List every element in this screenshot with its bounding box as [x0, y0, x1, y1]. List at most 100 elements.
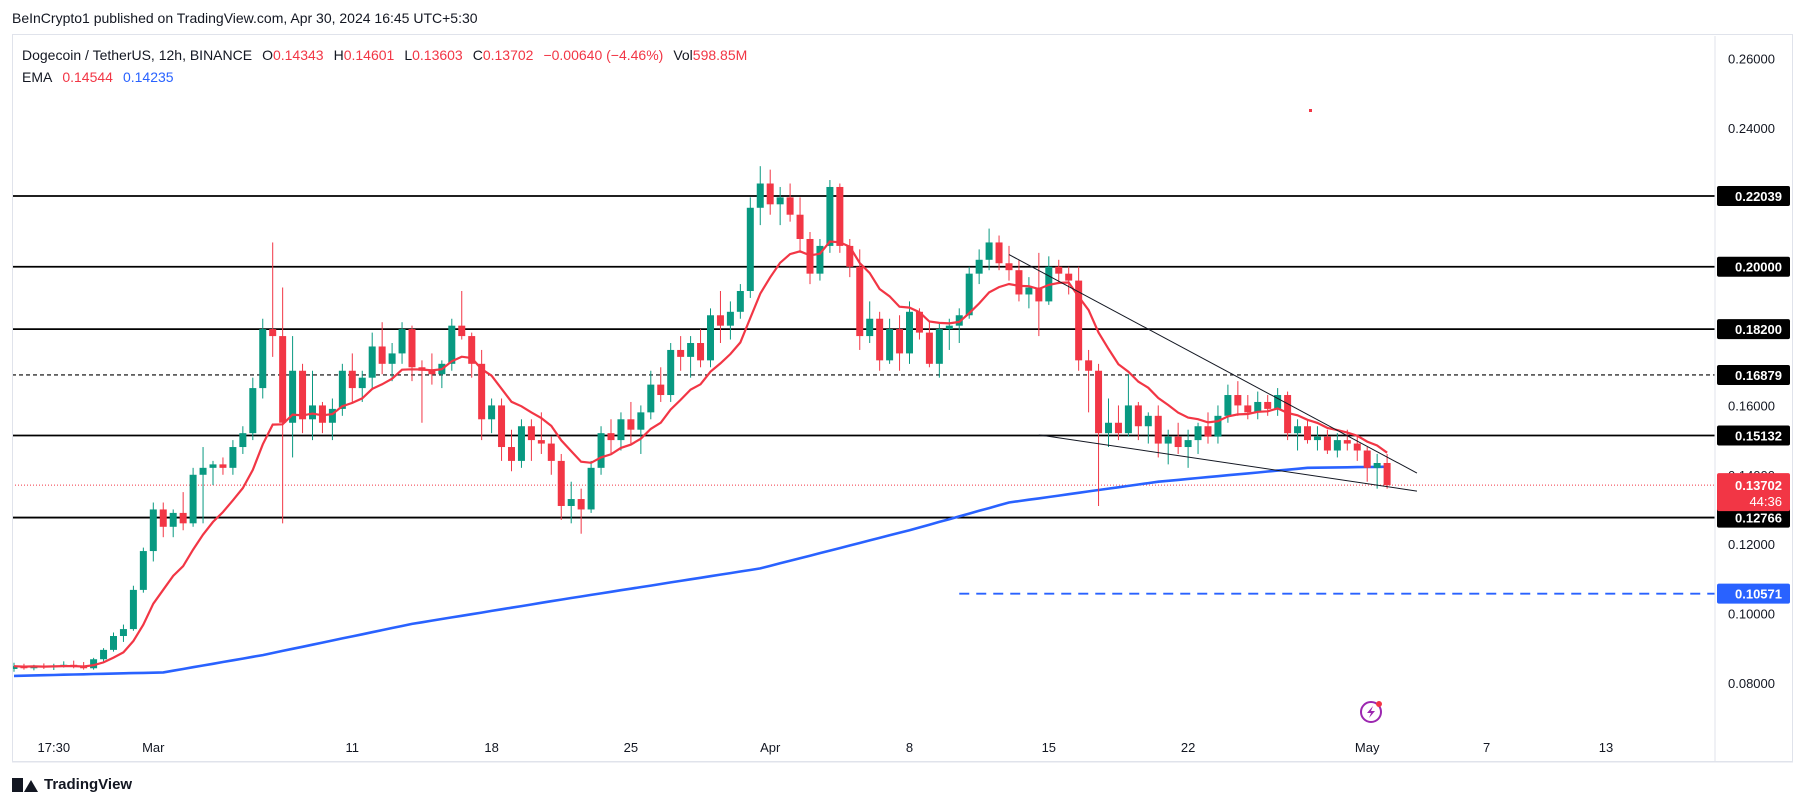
- level-tag-5-bg: [1717, 507, 1790, 528]
- candle: [239, 426, 247, 454]
- candle: [786, 183, 794, 222]
- candle-body: [697, 343, 705, 361]
- candle-body: [1065, 273, 1073, 281]
- event-badge-dot: [1376, 701, 1382, 707]
- candle-body: [995, 242, 1003, 264]
- ema-label[interactable]: EMA: [22, 69, 53, 85]
- level-tag-1-text: 0.20000: [1735, 260, 1782, 275]
- candle-body: [1095, 370, 1103, 434]
- candle: [119, 624, 127, 642]
- candle-body: [378, 346, 386, 364]
- candle-body: [846, 245, 854, 267]
- level-tag-5-text: 0.12766: [1735, 511, 1782, 526]
- candle: [547, 436, 555, 475]
- candle-body: [965, 273, 973, 316]
- candle: [1323, 429, 1331, 454]
- candle: [896, 315, 904, 371]
- candle: [557, 453, 565, 520]
- x-tick-label: 25: [624, 740, 638, 755]
- candle-body: [766, 183, 774, 205]
- open-value: 0.14343: [272, 47, 324, 63]
- candle-body: [348, 370, 356, 389]
- candle: [1184, 429, 1192, 468]
- candle: [388, 343, 396, 382]
- candle: [1005, 245, 1013, 281]
- candle-body: [587, 467, 595, 510]
- candle: [1333, 433, 1341, 458]
- candle-body: [129, 589, 137, 630]
- y-tick-label: 0.12000: [1728, 537, 1775, 552]
- candle: [110, 632, 117, 652]
- candle-body: [1343, 440, 1351, 444]
- high-value: 0.14601: [343, 47, 395, 63]
- candle-body: [179, 512, 187, 524]
- candle: [746, 197, 754, 298]
- ema-slow-value: 0.14235: [122, 69, 174, 85]
- candle: [965, 266, 973, 319]
- x-tick-label: 17:30: [38, 740, 71, 755]
- candle-body: [637, 412, 645, 430]
- candle: [607, 419, 615, 454]
- candle-body: [1144, 415, 1152, 427]
- candle: [328, 398, 336, 441]
- candle-body: [1353, 443, 1361, 451]
- event-badge-ring: [1360, 701, 1382, 723]
- candle-body: [607, 433, 615, 441]
- candle-body: [90, 659, 98, 669]
- candle-body: [1373, 462, 1381, 468]
- candle-body: [796, 214, 804, 239]
- candle: [985, 228, 993, 271]
- tradingview-logo[interactable]: TradingView: [12, 776, 132, 793]
- candle-body: [338, 370, 346, 409]
- tradingview-brand: TradingView: [44, 776, 133, 793]
- candle-body: [219, 464, 227, 468]
- candle: [1254, 391, 1262, 420]
- candle: [1124, 374, 1132, 437]
- candle-body: [876, 318, 884, 361]
- candle-body: [1323, 436, 1331, 451]
- candle-body: [886, 329, 894, 361]
- candle-body: [707, 315, 714, 361]
- level-tag-2: 0.18200: [1717, 319, 1790, 340]
- candle: [667, 343, 675, 402]
- level-tag-1: 0.20000: [1717, 256, 1790, 277]
- candle-body: [1055, 266, 1063, 274]
- symbol-label[interactable]: Dogecoin / TetherUS, 12h, BINANCE: [22, 47, 253, 63]
- candle-body: [517, 426, 525, 461]
- candle-body: [1274, 395, 1282, 409]
- candle: [1274, 388, 1282, 416]
- ema-fast-line: [13, 240, 1388, 668]
- candle: [1154, 405, 1162, 458]
- candle: [1134, 401, 1142, 441]
- candle-body: [299, 370, 307, 420]
- candle: [657, 367, 665, 402]
- candle: [736, 284, 744, 319]
- candle: [498, 398, 506, 461]
- candle-body: [1254, 401, 1262, 413]
- candle-body: [786, 197, 794, 215]
- candle: [488, 398, 496, 434]
- candle-body: [925, 332, 933, 364]
- candle: [1373, 453, 1381, 489]
- tradingview-icon: [12, 777, 38, 792]
- candle-body: [1383, 462, 1391, 486]
- candle: [995, 235, 1003, 271]
- y-tick-label: 0.10000: [1728, 606, 1775, 621]
- candle-body: [726, 311, 734, 326]
- candle: [408, 325, 416, 382]
- ema-slow-line: [13, 465, 1388, 678]
- candle: [886, 318, 894, 364]
- candle-body: [975, 259, 983, 274]
- candle: [299, 363, 307, 434]
- level-tag-5: 0.12766: [1717, 507, 1790, 528]
- candle: [866, 301, 874, 344]
- candle-body: [388, 353, 396, 364]
- candle: [935, 322, 943, 378]
- candle-body: [647, 384, 655, 413]
- candle: [1144, 412, 1152, 444]
- candle-body: [249, 388, 257, 434]
- candle-body: [279, 336, 287, 423]
- candle: [597, 426, 605, 475]
- candle-body: [488, 405, 496, 420]
